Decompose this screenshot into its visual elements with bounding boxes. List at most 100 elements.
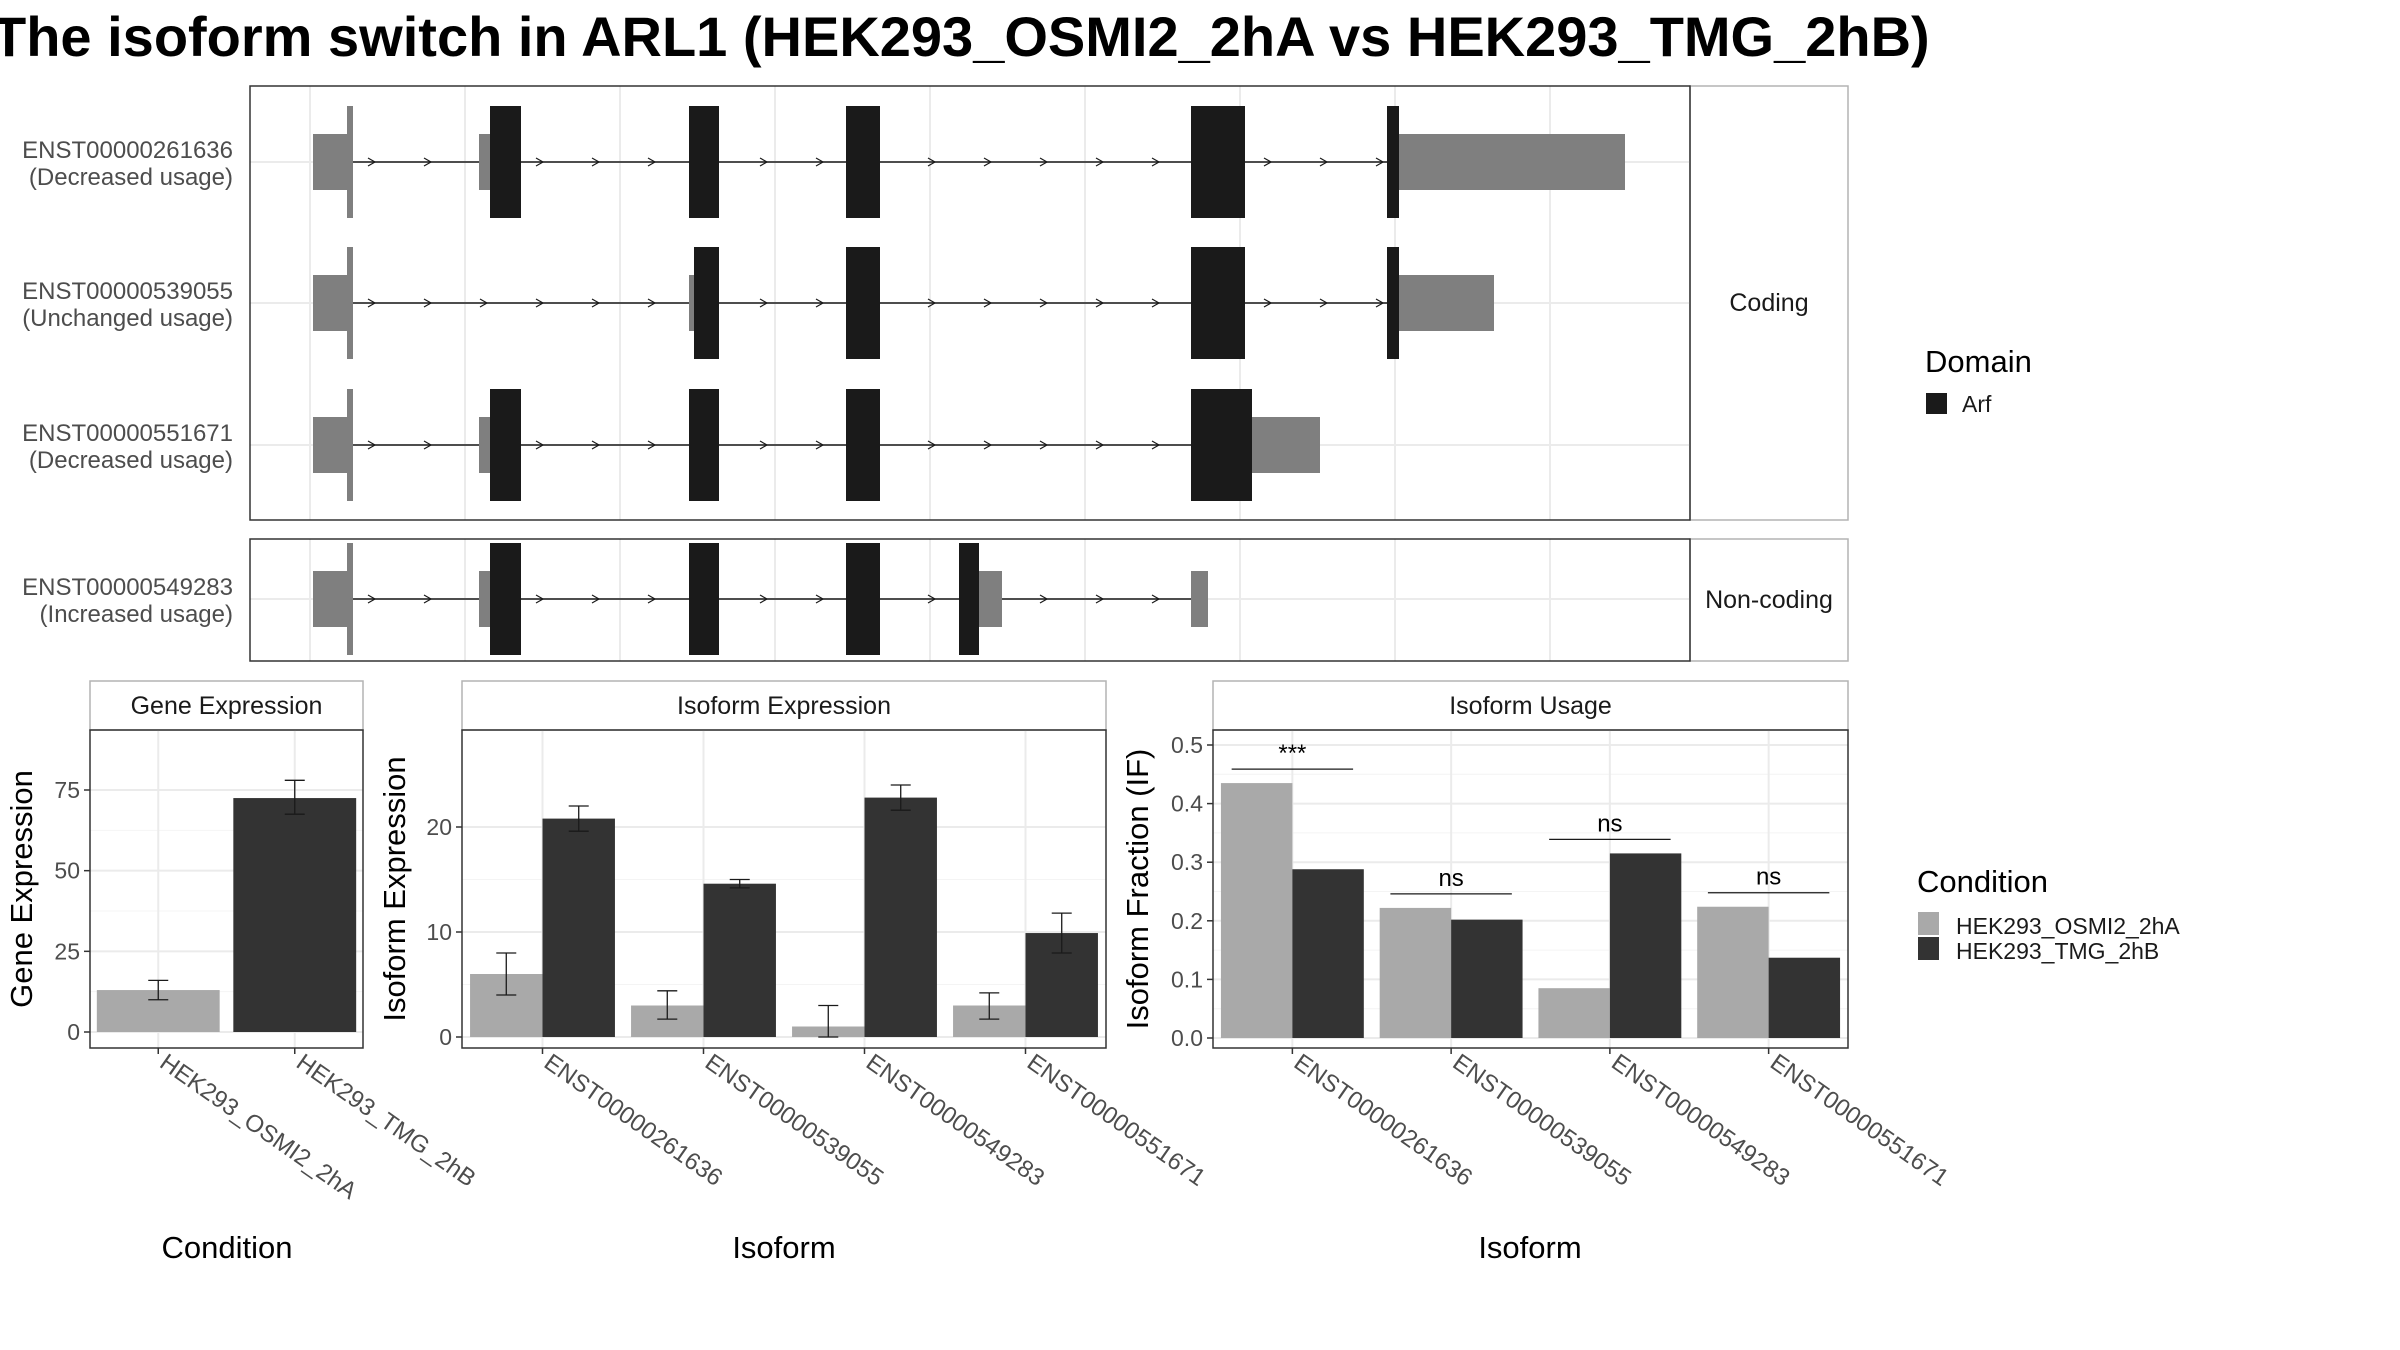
bar: [703, 883, 776, 1037]
exon-domain: [1191, 106, 1245, 218]
exon-domain: [490, 543, 521, 655]
error-bar: [568, 805, 589, 832]
x-axis-title: Isoform: [732, 1230, 835, 1265]
significance-label: ns: [1597, 810, 1622, 837]
transcript-usage-label: (Decreased usage): [29, 447, 233, 474]
bar: [1451, 919, 1523, 1038]
y-tick-label: 0.0: [1171, 1025, 1203, 1051]
exon-domain: [694, 247, 719, 359]
intron-arrow: [423, 594, 433, 604]
bar: [1609, 853, 1682, 1038]
intron-arrow: [815, 298, 825, 308]
structure-strip: [1689, 85, 1849, 521]
structure-panel-border: [249, 85, 1691, 521]
x-axis-title: Condition: [162, 1230, 293, 1265]
intron-arrow: [1095, 298, 1105, 308]
exon-utr: [347, 389, 353, 501]
exon-utr: [347, 543, 353, 655]
bar: [542, 818, 615, 1037]
intron-arrow: [423, 440, 433, 450]
exon-utr: [313, 134, 350, 190]
y-tick-label: 75: [54, 777, 80, 803]
y-tick-label: 0: [439, 1024, 452, 1050]
y-axis-title: Gene Expression: [4, 770, 39, 1008]
intron-arrow: [815, 440, 825, 450]
y-tick-label: 0.3: [1171, 849, 1203, 875]
expression-bar-panels: Gene Expression0255075HEK293_OSMI2_2hAHE…: [4, 680, 1953, 1265]
intron-arrow: [759, 440, 769, 450]
intron-arrow: [423, 157, 433, 167]
exon-utr: [313, 275, 350, 331]
structure-group-label: Coding: [1729, 289, 1808, 317]
exon-domain: [846, 247, 880, 359]
condition-legend-key: [1918, 912, 1939, 935]
x-axis-title: Isoform: [1478, 1230, 1581, 1265]
y-tick-label: 0.5: [1171, 732, 1203, 758]
intron-arrow: [591, 298, 601, 308]
bar-panel-strip: [461, 680, 1107, 731]
exon-utr: [1413, 134, 1625, 190]
y-axis-title: Isoform Expression: [377, 756, 412, 1021]
exon-utr: [1413, 275, 1494, 331]
exon-utr: [1399, 275, 1413, 331]
y-axis-title: Isoform Fraction (IF): [1120, 749, 1155, 1030]
intron-arrow: [1039, 440, 1049, 450]
bar: [1379, 907, 1452, 1038]
error-bar: [496, 952, 517, 996]
exon-utr: [347, 106, 353, 218]
bar-panel-border: [1212, 729, 1849, 1049]
error-bar: [818, 1004, 839, 1038]
error-bar: [284, 779, 305, 815]
intron-arrow: [535, 594, 545, 604]
intron-arrow: [479, 298, 489, 308]
y-tick-label: 10: [426, 919, 452, 945]
exon-utr: [979, 571, 1002, 627]
exon-utr: [313, 571, 350, 627]
transcript-id-label: ENST00000549283: [22, 574, 233, 601]
bar-panel-border: [461, 729, 1107, 1049]
exon-domain: [689, 543, 719, 655]
exon-utr: [313, 417, 350, 473]
exon-utr: [1277, 417, 1320, 473]
intron-arrow: [759, 594, 769, 604]
exon-domain: [689, 106, 719, 218]
intron-arrow: [1095, 157, 1105, 167]
figure-title: The isoform switch in ARL1 (HEK293_OSMI2…: [0, 5, 1930, 68]
x-tick-label: ENST00000549283: [861, 1049, 1049, 1192]
condition-legend-key: [1918, 937, 1939, 960]
bar: [1697, 906, 1769, 1038]
intron-arrow: [1039, 594, 1049, 604]
x-tick-label: ENST00000261636: [539, 1049, 727, 1192]
intron-arrow: [535, 157, 545, 167]
structure-group-label: Non-coding: [1705, 586, 1833, 614]
intron-arrow: [1263, 157, 1273, 167]
intron-arrow: [367, 440, 377, 450]
exon-domain: [1191, 247, 1245, 359]
intron-arrow: [647, 594, 657, 604]
intron-arrow: [815, 157, 825, 167]
exon-domain: [846, 106, 880, 218]
bar-panel-title: Isoform Expression: [677, 692, 891, 720]
intron-arrow: [1375, 157, 1385, 167]
error-bar: [1051, 912, 1072, 954]
intron-arrow: [423, 298, 433, 308]
condition-legend-label: HEK293_OSMI2_2hA: [1956, 913, 2180, 939]
y-tick-label: 0.4: [1171, 791, 1203, 817]
intron-arrow: [759, 298, 769, 308]
domain-legend-title: Domain: [1925, 344, 2032, 379]
transcript-usage-label: (Unchanged usage): [22, 305, 233, 332]
x-tick-label: ENST00000539055: [700, 1049, 888, 1192]
exon-domain: [959, 543, 979, 655]
significance-label: ***: [1278, 740, 1306, 767]
intron-arrow: [535, 298, 545, 308]
exon-utr: [479, 417, 490, 473]
condition-legend-label: HEK293_TMG_2hB: [1956, 938, 2159, 964]
error-bar: [979, 992, 1000, 1020]
exon-domain: [689, 389, 719, 501]
intron-arrow: [927, 157, 937, 167]
intron-arrow: [591, 594, 601, 604]
significance-label: ns: [1756, 864, 1781, 891]
exon-domain: [1387, 106, 1399, 218]
intron-arrow: [647, 298, 657, 308]
intron-arrow: [1151, 440, 1161, 450]
